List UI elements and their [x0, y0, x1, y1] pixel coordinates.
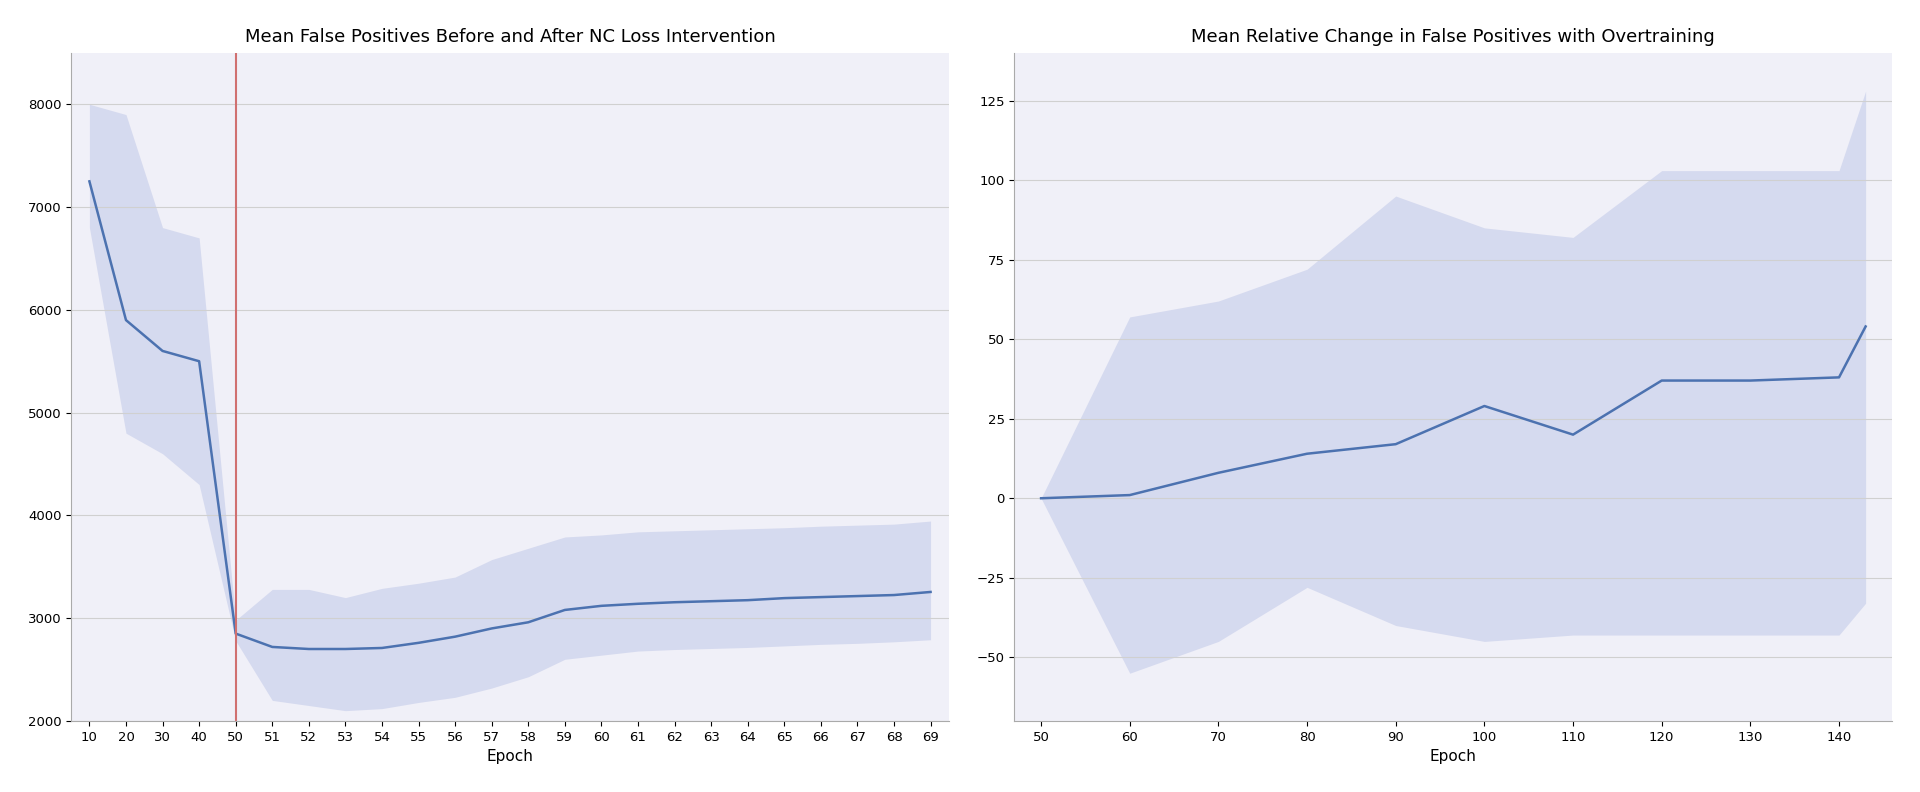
X-axis label: Epoch: Epoch	[486, 749, 534, 764]
Title: Mean False Positives Before and After NC Loss Intervention: Mean False Positives Before and After NC…	[244, 28, 776, 46]
Title: Mean Relative Change in False Positives with Overtraining: Mean Relative Change in False Positives …	[1192, 28, 1715, 46]
X-axis label: Epoch: Epoch	[1430, 749, 1476, 764]
